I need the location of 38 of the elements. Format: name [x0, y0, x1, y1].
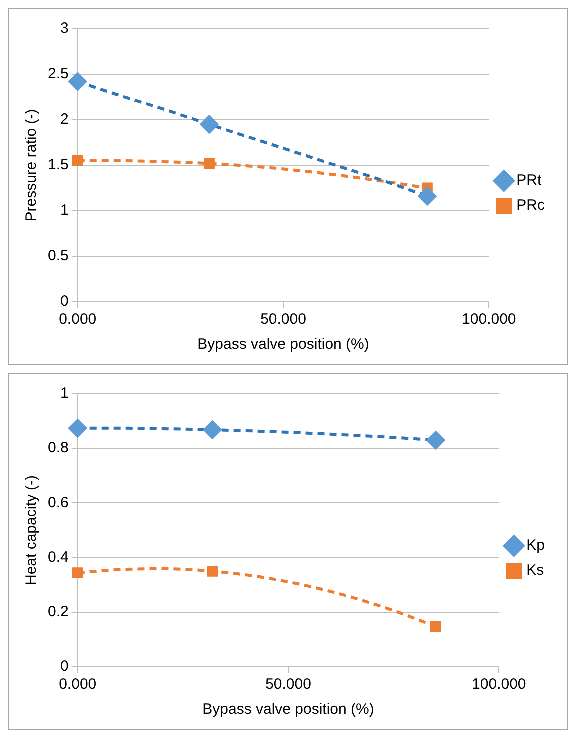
y-tick-label: 1.5	[48, 156, 69, 174]
legend-label: PRc	[516, 197, 546, 214]
point	[426, 430, 446, 450]
y-tick-label: 1	[60, 385, 69, 402]
x-tick-label: 100.000	[462, 311, 516, 328]
x-tick-label: 100.000	[472, 676, 526, 694]
y-tick-label: 2.5	[48, 66, 69, 83]
y-tick-label: 0.2	[48, 604, 69, 621]
y-tick-label: 0.8	[48, 440, 69, 457]
legend-label: Kp	[526, 537, 546, 554]
point	[68, 418, 88, 438]
y-tick-label: 0.6	[48, 494, 69, 512]
y-axis-title: Pressure ratio (-)	[23, 109, 40, 222]
legend-label: Ks	[526, 562, 544, 580]
point	[72, 156, 84, 166]
legend-label: PRt	[516, 172, 542, 190]
y-axis-title: Heat capacity (-)	[23, 475, 40, 586]
point	[200, 115, 219, 134]
y-tick-label: 0	[60, 293, 69, 310]
point	[203, 420, 222, 440]
y-tick-label: 1	[60, 202, 69, 220]
x-axis-title: Bypass valve position (%)	[198, 336, 370, 354]
x-tick-label: 0.000	[59, 676, 97, 694]
point	[68, 72, 88, 92]
x-tick-label: 0.000	[59, 311, 97, 328]
point	[204, 158, 215, 170]
y-tick-label: 0.5	[48, 248, 69, 265]
point	[418, 186, 437, 206]
x-tick-label: 50.000	[260, 311, 306, 328]
x-axis-title: Bypass valve position (%)	[202, 701, 374, 718]
x-tick-label: 50.000	[266, 676, 312, 694]
point	[430, 621, 442, 632]
y-tick-label: 2	[60, 111, 69, 128]
y-tick-label: 0.4	[48, 548, 69, 566]
y-tick-label: 3	[60, 20, 69, 38]
point	[207, 566, 218, 577]
point	[72, 568, 84, 579]
y-tick-label: 0	[60, 658, 69, 676]
